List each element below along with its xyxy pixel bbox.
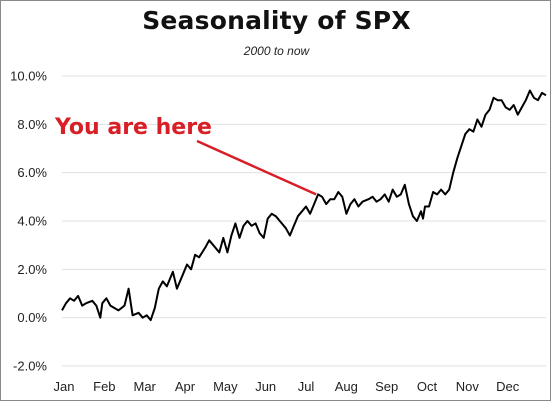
x-tick-label: Dec [496,379,520,394]
x-tick-label: Mar [133,379,156,394]
x-tick-label: Oct [417,379,438,394]
x-tick-label: Nov [456,379,480,394]
x-tick-label: Jul [298,379,315,394]
series-line [61,89,547,322]
x-tick-label: Sep [375,379,398,394]
y-tick-label: 6.0% [17,165,47,180]
annotation-label: You are here [54,115,212,140]
y-tick-label: 4.0% [17,214,47,229]
y-tick-label: -2.0% [13,359,47,374]
x-tick-label: Aug [335,379,358,394]
chart-title: Seasonality of SPX [142,6,411,35]
chart-subtitle: 2000 to now [243,44,310,58]
annotation-arrow [196,139,317,196]
y-tick-label: 0.0% [17,310,47,325]
x-tick-label: Apr [175,379,196,394]
y-tick-label: 10.0% [10,69,47,84]
x-tick-label: Jun [255,379,276,394]
x-tick-label: May [213,379,238,394]
x-tick-label: Jan [54,379,75,394]
y-tick-label: 2.0% [17,262,47,277]
y-tick-label: 8.0% [17,117,47,132]
x-tick-label: Feb [93,379,115,394]
